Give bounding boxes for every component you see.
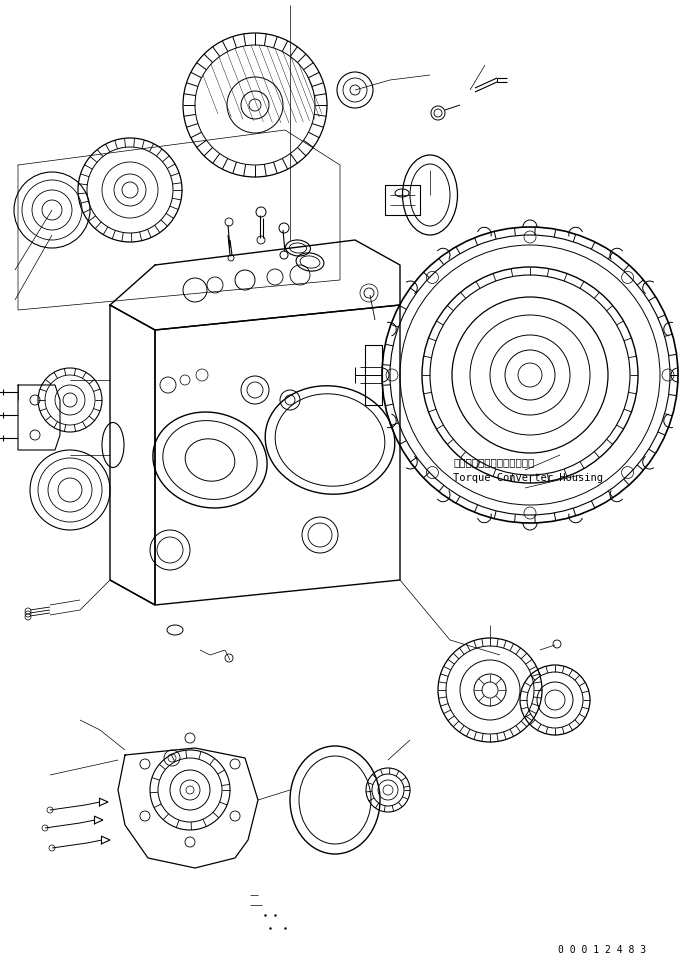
- Text: 0 0 0 1 2 4 8 3: 0 0 0 1 2 4 8 3: [558, 945, 646, 955]
- Text: トルクコンバータハウジング: トルクコンバータハウジング: [453, 457, 534, 467]
- Text: Torque Converter Housing: Torque Converter Housing: [453, 473, 603, 483]
